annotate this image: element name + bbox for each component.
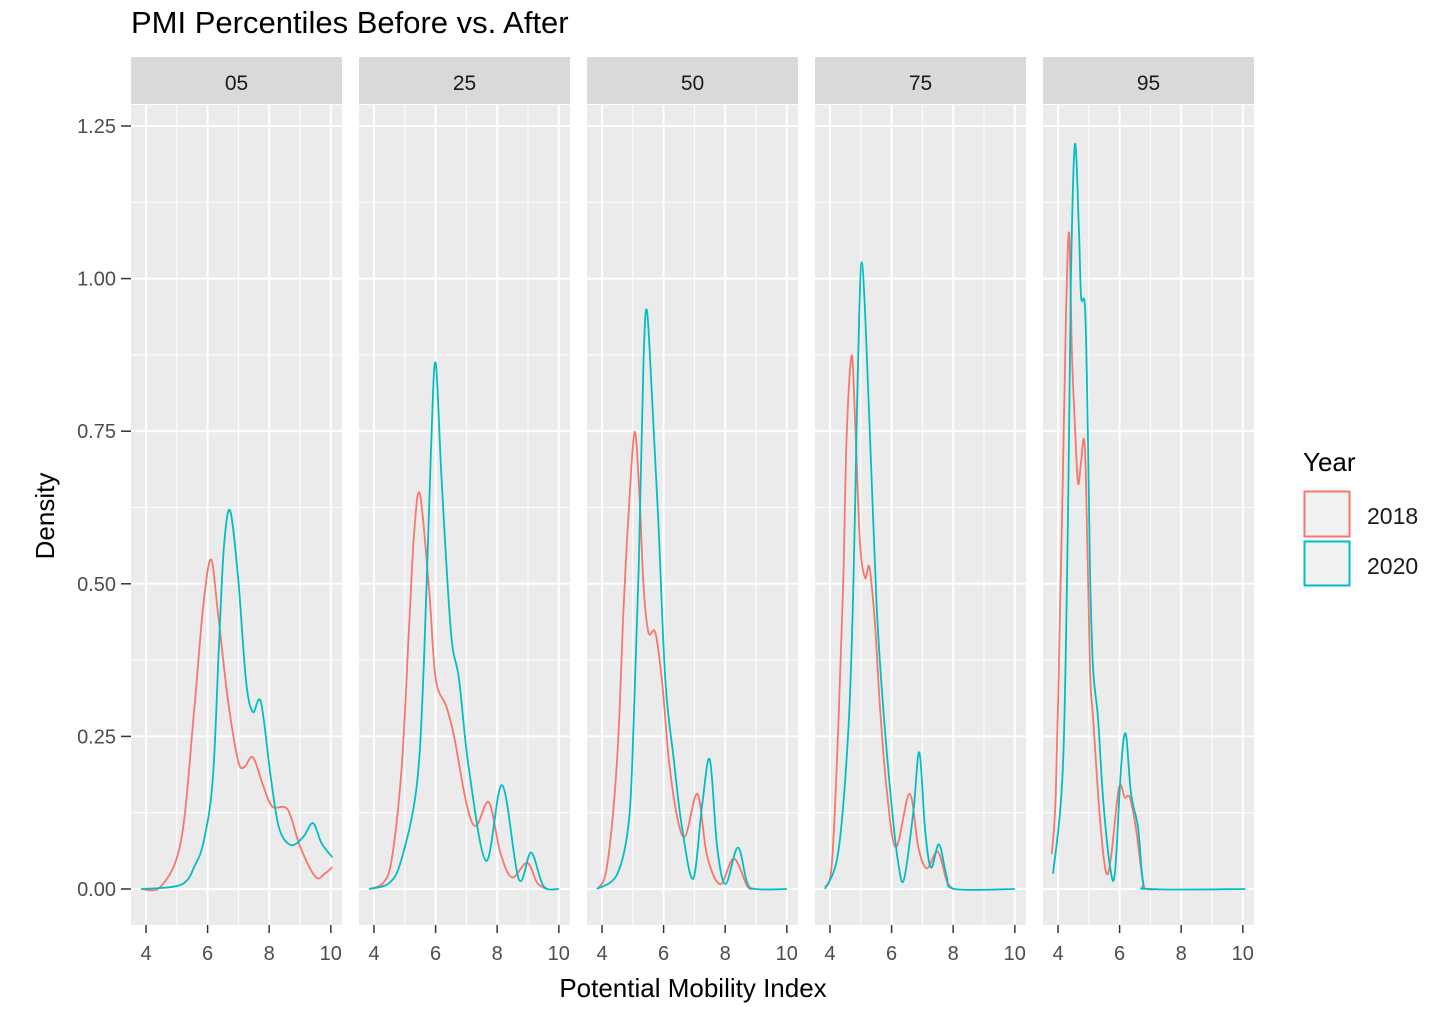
x-tick-label: 10 <box>776 943 798 965</box>
density-line-2018-facet-25 <box>368 491 547 890</box>
legend-key-2020 <box>1303 540 1351 587</box>
density-line-2018-facet-95 <box>1050 231 1157 891</box>
facet-strip-label: 25 <box>453 72 476 95</box>
x-tick-label: 4 <box>1052 943 1063 965</box>
x-tick-label: 10 <box>1004 943 1026 965</box>
density-line-2020-facet-50 <box>596 308 787 891</box>
facet-panel-25: 25 4 6 8 10 <box>359 57 570 965</box>
facet-panel-05: 05 4 6 8 10 <box>131 57 342 965</box>
x-tick-label: 6 <box>430 943 441 965</box>
x-tick-label: 4 <box>824 943 835 965</box>
facet-panel-75: 75 4 6 8 10 <box>815 57 1026 965</box>
facet-strip-label: 50 <box>681 72 704 95</box>
y-axis: 0.00 0.25 0.50 0.75 1.00 1.25 <box>77 116 131 901</box>
x-tick-label: 6 <box>658 943 669 965</box>
x-tick-label: 8 <box>720 943 731 965</box>
facet-panel-50: 50 4 6 8 10 <box>587 57 798 965</box>
x-tick-label: 4 <box>368 943 379 965</box>
x-tick-label: 4 <box>596 943 607 965</box>
facet-panel-95: 95 4 6 8 10 <box>1043 57 1254 965</box>
y-tick-label: 0.25 <box>77 726 116 748</box>
y-tick-label: 0.00 <box>77 879 116 901</box>
legend-title: Year <box>1303 447 1356 477</box>
density-line-2020-facet-95 <box>1052 142 1246 891</box>
x-tick-label: 8 <box>1176 943 1187 965</box>
y-axis-title: Density <box>30 473 60 560</box>
facet-strip-label: 05 <box>225 72 248 95</box>
panel-background <box>815 105 1026 925</box>
x-axis-title: Potential Mobility Index <box>559 973 826 1003</box>
density-line-2020-facet-25 <box>368 361 559 891</box>
x-tick-label: 6 <box>1114 943 1125 965</box>
x-tick-label: 10 <box>320 943 342 965</box>
x-tick-label: 6 <box>886 943 897 965</box>
panel-background <box>131 105 342 925</box>
density-line-2020-facet-75 <box>824 261 1015 891</box>
facet-strip <box>131 57 342 104</box>
facet-strip <box>359 57 570 104</box>
density-line-2018-facet-05 <box>140 558 333 892</box>
y-tick-label: 0.75 <box>77 421 116 443</box>
facet-strip-label: 95 <box>1137 72 1160 95</box>
y-tick-label: 1.25 <box>77 116 116 138</box>
density-line-2020-facet-05 <box>141 508 334 890</box>
x-tick-label: 8 <box>948 943 959 965</box>
facet-strip <box>587 57 798 104</box>
density-line-2018-facet-75 <box>824 354 954 890</box>
panel-background <box>1043 105 1254 925</box>
legend-label-2020: 2020 <box>1367 553 1418 579</box>
facet-strip <box>1043 57 1254 104</box>
panel-background <box>587 105 798 925</box>
x-tick-label: 4 <box>140 943 151 965</box>
x-tick-label: 10 <box>1232 943 1254 965</box>
legend: Year 2018 2020 <box>1303 447 1418 587</box>
y-tick-label: 1.00 <box>77 269 116 291</box>
facet-panels: 05 4 6 8 10 25 4 6 8 10 50 4 6 8 10 75 4 6 8 10 95 4 6 8 10 <box>131 57 1254 965</box>
x-tick-label: 10 <box>548 943 570 965</box>
density-line-2018-facet-50 <box>596 430 754 891</box>
facet-strip-label: 75 <box>909 72 932 95</box>
facet-strip <box>815 57 1026 104</box>
legend-key-2018 <box>1303 490 1351 538</box>
x-tick-label: 6 <box>202 943 213 965</box>
panel-background <box>359 105 570 925</box>
legend-label-2018: 2018 <box>1367 503 1418 529</box>
chart-title: PMI Percentiles Before vs. After <box>131 5 569 40</box>
x-tick-label: 8 <box>264 943 275 965</box>
y-tick-label: 0.50 <box>77 574 116 596</box>
x-tick-label: 8 <box>492 943 503 965</box>
